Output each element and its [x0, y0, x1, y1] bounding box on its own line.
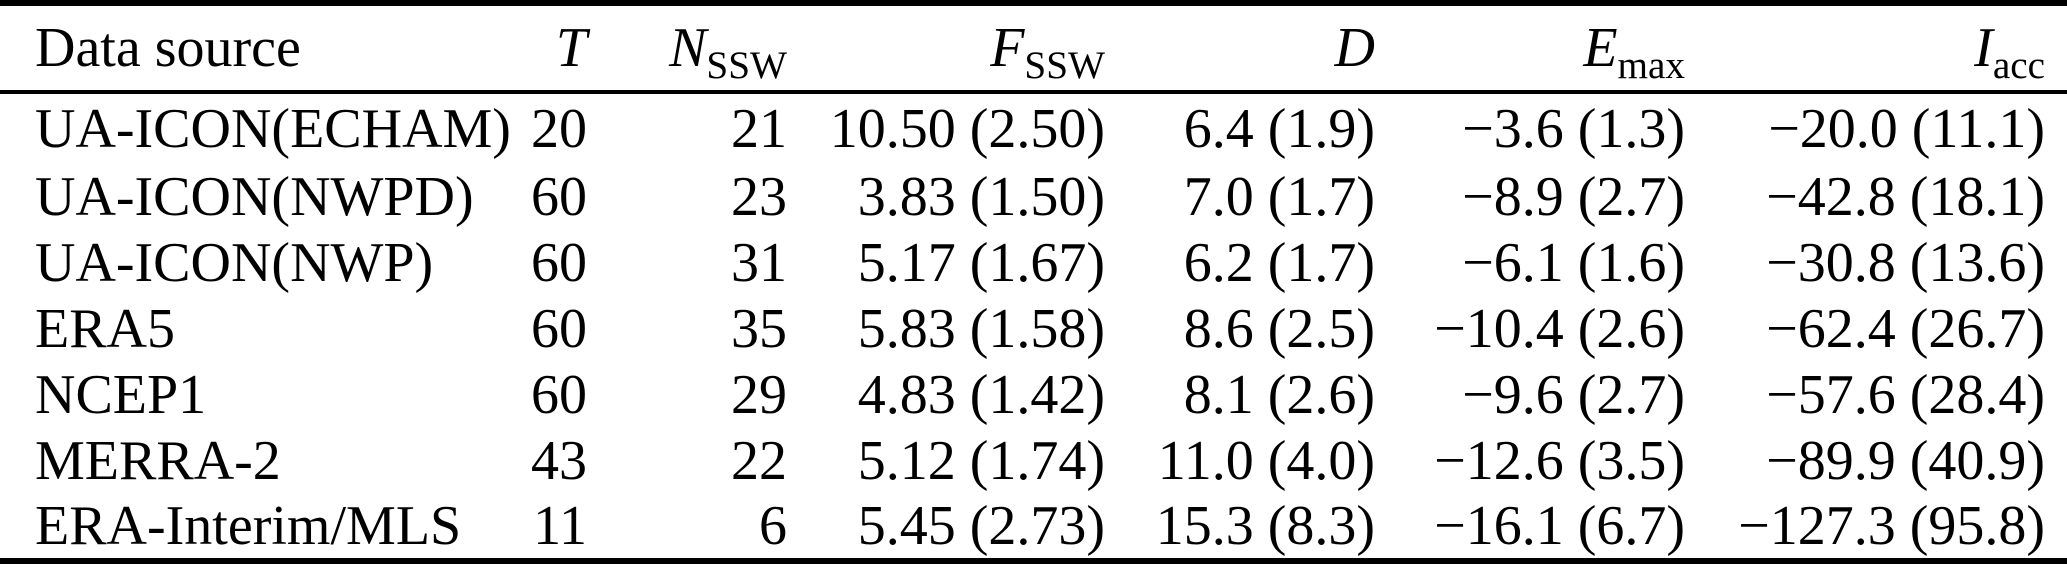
cell-F-SSW: 10.50 (2.50) [829, 98, 1105, 160]
cell-D: 15.3 (8.3) [1155, 495, 1375, 557]
cell-I-acc: −57.6 (28.4) [1766, 364, 2045, 426]
table-header: Data source T NSSW FSSW D Emax Iacc [0, 3, 2067, 94]
table-row: NCEP1 60 29 4.83 (1.42) 8.1 (2.6) −9.6 (2.7) −… [0, 362, 2067, 428]
cell-data-source: UA-ICON(NWP) [35, 232, 434, 294]
header-row: Data source T NSSW FSSW D Emax Iacc [0, 3, 2067, 94]
cell-T: 11 [533, 495, 587, 557]
column-header-I-acc: Iacc [1707, 3, 2067, 94]
cell-E-max: −3.6 (1.3) [1462, 98, 1685, 160]
cell-F-SSW: 4.83 (1.42) [857, 364, 1105, 426]
cell-D: 8.6 (2.5) [1183, 298, 1375, 360]
cell-N-SSW: 6 [759, 495, 787, 557]
cell-I-acc: −30.8 (13.6) [1766, 232, 2045, 294]
column-header-F-SSW: FSSW [809, 3, 1127, 94]
cell-N-SSW: 31 [731, 232, 787, 294]
column-header-D: D [1127, 3, 1397, 94]
cell-D: 6.4 (1.9) [1183, 98, 1375, 160]
table-row: UA-ICON(NWPD) 60 23 3.83 (1.50) 7.0 (1.7) −8.… [0, 164, 2067, 230]
header-label: Data source [35, 17, 301, 79]
cell-I-acc: −42.8 (18.1) [1766, 166, 2045, 228]
cell-F-SSW: 5.12 (1.74) [857, 430, 1105, 492]
cell-T: 60 [531, 166, 587, 228]
cell-E-max: −16.1 (6.7) [1434, 495, 1685, 557]
table-row: UA-ICON(NWP) 60 31 5.17 (1.67) 6.2 (1.7) −6.1… [0, 230, 2067, 296]
column-header-T: T [462, 3, 609, 94]
column-header-data-source: Data source [0, 3, 462, 94]
header-subscript: acc [1992, 44, 2045, 88]
cell-I-acc: −20.0 (11.1) [1768, 98, 2045, 160]
cell-F-SSW: 3.83 (1.50) [857, 166, 1105, 228]
cell-T: 43 [531, 430, 587, 492]
cell-data-source: ERA5 [35, 298, 175, 360]
cell-N-SSW: 22 [731, 430, 787, 492]
header-label: E [1583, 17, 1618, 79]
cell-D: 11.0 (4.0) [1157, 430, 1375, 492]
cell-I-acc: −127.3 (95.8) [1738, 495, 2045, 557]
cell-N-SSW: 21 [731, 98, 787, 160]
cell-E-max: −12.6 (3.5) [1434, 430, 1685, 492]
cell-I-acc: −89.9 (40.9) [1766, 430, 2045, 492]
header-subscript: max [1617, 44, 1685, 88]
header-label: T [555, 17, 587, 79]
cell-N-SSW: 23 [731, 166, 787, 228]
cell-I-acc: −62.4 (26.7) [1766, 298, 2045, 360]
cell-data-source: ERA-Interim/MLS [35, 495, 462, 557]
cell-E-max: −10.4 (2.6) [1434, 298, 1685, 360]
cell-D: 8.1 (2.6) [1183, 364, 1375, 426]
table-row: MERRA-2 43 22 5.12 (1.74) 11.0 (4.0) −12.6 (3… [0, 428, 2067, 494]
column-header-E-max: Emax [1397, 3, 1707, 94]
header-label: N [669, 17, 707, 79]
cell-F-SSW: 5.83 (1.58) [857, 298, 1105, 360]
cell-F-SSW: 5.17 (1.67) [857, 232, 1105, 294]
cell-data-source: UA-ICON(NWPD) [35, 166, 474, 228]
cell-data-source: UA-ICON(ECHAM) [35, 98, 511, 160]
cell-T: 60 [531, 232, 587, 294]
cell-N-SSW: 35 [731, 298, 787, 360]
table-row: UA-ICON(ECHAM) 20 21 10.50 (2.50) 6.4 (1.9) −… [0, 92, 2067, 164]
cell-E-max: −6.1 (1.6) [1462, 232, 1685, 294]
table-body: UA-ICON(ECHAM) 20 21 10.50 (2.50) 6.4 (1.9) −… [0, 92, 2067, 561]
header-label: D [1334, 17, 1375, 79]
cell-D: 7.0 (1.7) [1183, 166, 1375, 228]
cell-T: 60 [531, 298, 587, 360]
cell-N-SSW: 29 [731, 364, 787, 426]
header-subscript: SSW [1024, 44, 1105, 88]
cell-T: 20 [531, 98, 587, 160]
header-label: I [1974, 17, 1993, 79]
cell-F-SSW: 5.45 (2.73) [857, 495, 1105, 557]
cell-D: 6.2 (1.7) [1183, 232, 1375, 294]
table-row: ERA5 60 35 5.83 (1.58) 8.6 (2.5) −10.4 (2.6) −… [0, 296, 2067, 362]
header-label: F [990, 17, 1025, 79]
column-header-N-SSW: NSSW [609, 3, 809, 94]
table-row: ERA-Interim/MLS 11 6 5.45 (2.73) 15.3 (8.3) −… [0, 494, 2067, 561]
cell-data-source: MERRA-2 [35, 430, 281, 492]
cell-data-source: NCEP1 [35, 364, 207, 426]
cell-E-max: −9.6 (2.7) [1462, 364, 1685, 426]
cell-E-max: −8.9 (2.7) [1462, 166, 1685, 228]
header-subscript: SSW [706, 44, 787, 88]
cell-T: 60 [531, 364, 587, 426]
